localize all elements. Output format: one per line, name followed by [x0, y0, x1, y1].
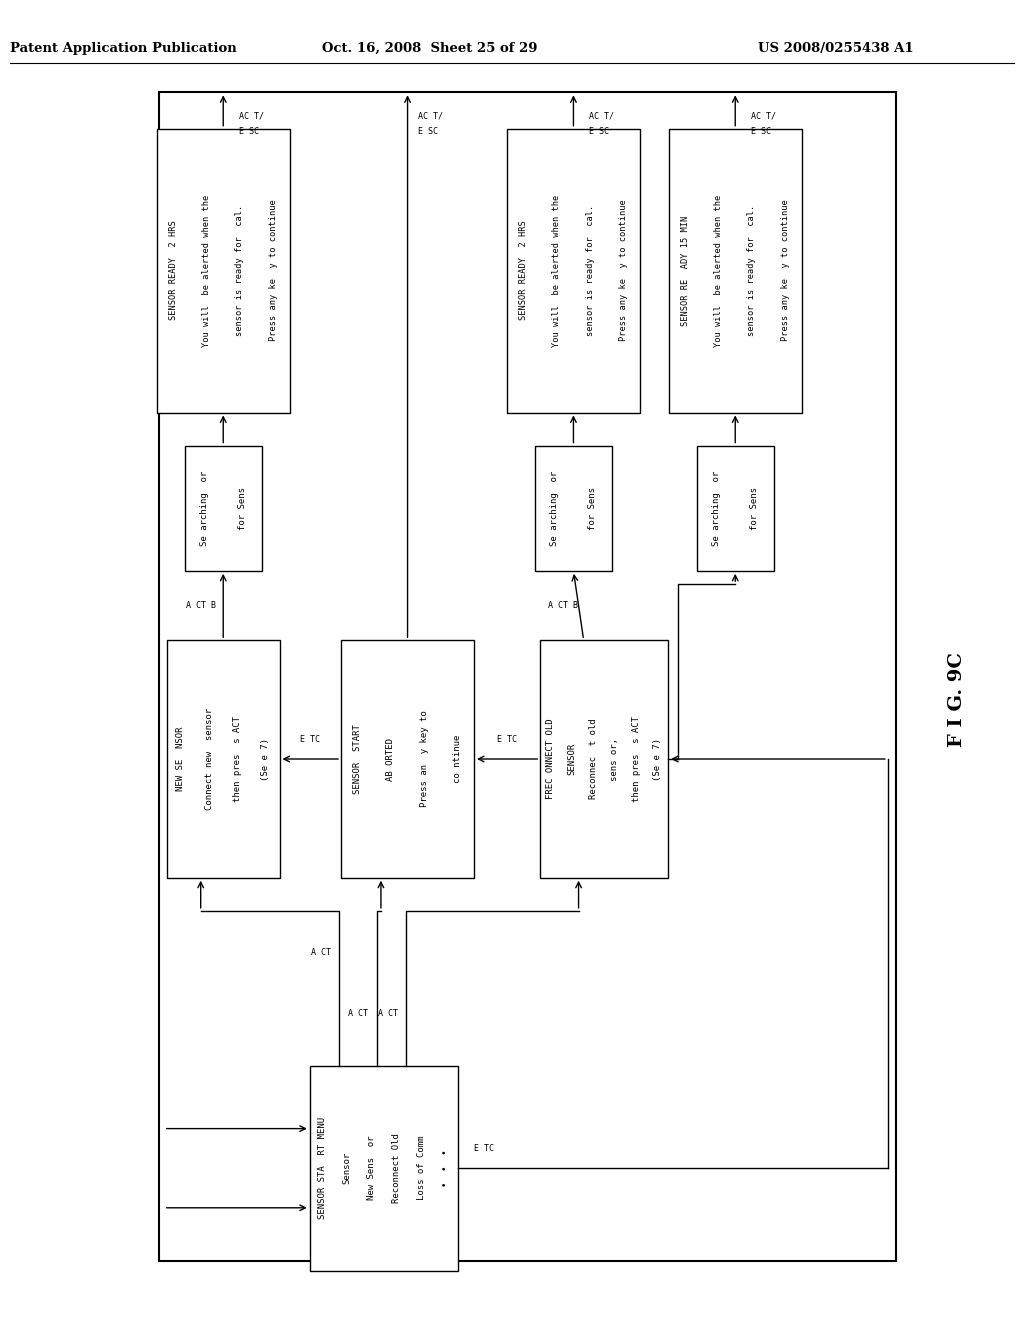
Text: Reconnect Old: Reconnect Old	[392, 1134, 400, 1203]
Text: for Sens: for Sens	[238, 487, 247, 529]
Text: AC T/: AC T/	[589, 112, 613, 120]
Text: AC T/: AC T/	[751, 112, 775, 120]
Bar	[536, 446, 612, 570]
Text: You will  be alerted when the: You will be alerted when the	[552, 194, 561, 347]
Text: Loss of Comm: Loss of Comm	[417, 1137, 426, 1200]
Text: E SC: E SC	[589, 128, 609, 136]
Text: SENSOR: SENSOR	[567, 743, 577, 775]
Text: for Sens: for Sens	[588, 487, 597, 529]
Text: (Se e 7): (Se e 7)	[261, 738, 270, 780]
Text: SENSOR READY  2 HRS: SENSOR READY 2 HRS	[169, 220, 178, 321]
Bar	[669, 129, 802, 412]
Text: (Se e 7): (Se e 7)	[653, 738, 662, 780]
Text: E TC: E TC	[474, 1144, 494, 1152]
Text: NEW SE  NSOR: NEW SE NSOR	[176, 727, 185, 791]
Text: You will  be alerted when the: You will be alerted when the	[714, 194, 723, 347]
Text: SENSOR  START: SENSOR START	[353, 725, 362, 793]
Text: Sensor: Sensor	[342, 1152, 351, 1184]
Bar	[157, 129, 290, 412]
Text: SENSOR STA  RT MENU: SENSOR STA RT MENU	[317, 1117, 327, 1220]
Text: •  •  •: • • •	[441, 1150, 451, 1187]
Text: A CT B: A CT B	[185, 601, 216, 610]
Text: A CT B: A CT B	[548, 601, 579, 610]
Text: SENSOR READY  2 HRS: SENSOR READY 2 HRS	[519, 220, 528, 321]
Bar	[696, 446, 774, 570]
Text: Oct. 16, 2008  Sheet 25 of 29: Oct. 16, 2008 Sheet 25 of 29	[323, 42, 538, 55]
Text: E TC: E TC	[497, 735, 517, 743]
Bar	[167, 640, 280, 878]
Text: A CT: A CT	[378, 1008, 398, 1018]
Text: E TC: E TC	[300, 735, 321, 743]
Text: Patent Application Publication: Patent Application Publication	[10, 42, 237, 55]
Text: You will  be alerted when the: You will be alerted when the	[202, 194, 211, 347]
Text: Press an  y key to: Press an y key to	[420, 710, 429, 808]
Bar	[541, 640, 668, 878]
Text: Press any ke  y to continue: Press any ke y to continue	[780, 199, 790, 342]
Text: for Sens: for Sens	[750, 487, 759, 529]
Text: AB ORTED: AB ORTED	[386, 738, 395, 780]
Text: sensor is ready for  cal.: sensor is ready for cal.	[748, 205, 757, 337]
Text: E SC: E SC	[751, 128, 771, 136]
Text: sens or,: sens or,	[610, 738, 620, 780]
Text: Se arching  or: Se arching or	[550, 470, 559, 546]
Text: SENSOR RE  ADY 15 MIN: SENSOR RE ADY 15 MIN	[681, 215, 690, 326]
Text: Reconnec  t old: Reconnec t old	[589, 718, 598, 800]
Text: AC T/: AC T/	[239, 112, 263, 120]
Text: FREC ONNECT OLD: FREC ONNECT OLD	[547, 718, 555, 800]
Text: AC T/: AC T/	[418, 112, 442, 120]
Text: Press any ke  y to continue: Press any ke y to continue	[268, 199, 278, 342]
Text: sensor is ready for  cal.: sensor is ready for cal.	[236, 205, 245, 337]
Text: E SC: E SC	[418, 128, 438, 136]
Bar	[309, 1067, 459, 1270]
Bar	[184, 446, 262, 570]
Bar	[507, 129, 640, 412]
Text: A CT: A CT	[311, 948, 331, 957]
Text: A CT: A CT	[348, 1008, 369, 1018]
Text: F I G. 9C: F I G. 9C	[948, 652, 967, 747]
Bar	[159, 92, 896, 1261]
Text: Se arching  or: Se arching or	[200, 470, 209, 546]
Text: Press any ke  y to continue: Press any ke y to continue	[618, 199, 628, 342]
Text: then pres  s ACT: then pres s ACT	[632, 715, 641, 803]
Text: Se arching  or: Se arching or	[712, 470, 721, 546]
Text: E SC: E SC	[239, 128, 259, 136]
Text: US 2008/0255438 A1: US 2008/0255438 A1	[758, 42, 913, 55]
Bar	[341, 640, 474, 878]
Text: New Sens  or: New Sens or	[368, 1137, 376, 1200]
Text: then pres  s ACT: then pres s ACT	[232, 715, 242, 803]
Text: Connect new  sensor: Connect new sensor	[205, 708, 214, 810]
Text: sensor is ready for  cal.: sensor is ready for cal.	[586, 205, 595, 337]
Text: co ntinue: co ntinue	[453, 735, 462, 783]
